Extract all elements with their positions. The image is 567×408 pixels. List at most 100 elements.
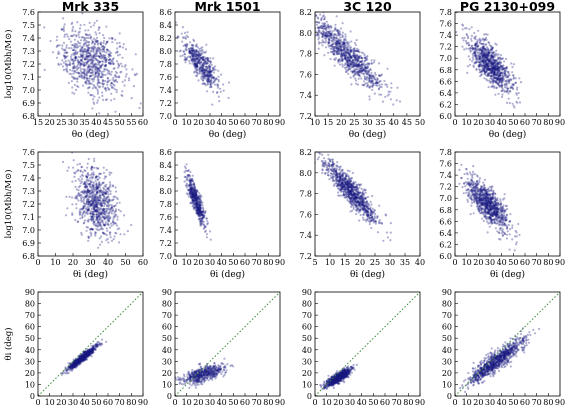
scatter-point [107, 189, 111, 192]
scatter-point [212, 66, 215, 69]
scatter-point [353, 63, 356, 66]
scatter-point [93, 157, 96, 160]
scatter-point [323, 147, 325, 149]
scatter-point [350, 187, 353, 190]
scatter-point [81, 52, 84, 55]
scatter-point [368, 63, 371, 66]
scatter-point [364, 70, 367, 73]
scatter-point [373, 76, 376, 79]
scatter-point [92, 186, 96, 189]
scatter-point [118, 241, 121, 244]
scatter-point [505, 83, 508, 86]
scatter-point [477, 61, 480, 64]
scatter-point [353, 198, 356, 201]
scatter-point [62, 25, 65, 28]
scatter-point [478, 63, 481, 66]
scatter-point [338, 172, 341, 175]
scatter-point [186, 174, 189, 177]
scatter-point [90, 55, 93, 59]
scatter-point [481, 70, 484, 73]
scatter-point [192, 196, 195, 199]
scatter-point [185, 49, 188, 52]
scatter-point [359, 194, 362, 197]
scatter-point [341, 182, 344, 185]
y-tick-label: 6.0 [439, 112, 452, 121]
scatter-point [202, 214, 205, 217]
scatter-point [114, 74, 117, 77]
scatter-point [79, 193, 82, 196]
scatter-point [85, 79, 88, 82]
scatter-point [107, 187, 110, 190]
scatter-point [86, 52, 89, 55]
scatter-point [372, 221, 376, 224]
scatter-point [481, 54, 484, 58]
scatter-point [362, 84, 365, 87]
x-axis-label: θo (deg) [349, 129, 387, 140]
scatter-point [328, 36, 331, 40]
scatter-point [489, 70, 492, 73]
scatter-point [195, 197, 198, 200]
y-tick-label: 7.4 [22, 34, 35, 43]
scatter-point [481, 54, 484, 58]
scatter-point [490, 53, 493, 56]
scatter-point [74, 51, 77, 54]
scatter-point [492, 66, 495, 69]
scatter-point [201, 210, 204, 214]
scatter-point [339, 173, 342, 176]
scatter-point [103, 57, 106, 61]
scatter-point [197, 52, 201, 55]
scatter-point [82, 182, 85, 186]
scatter-point [465, 41, 468, 45]
scatter-point [94, 40, 98, 44]
scatter-point [346, 60, 349, 63]
scatter-point [104, 56, 107, 59]
scatter-point [96, 218, 99, 222]
scatter-point [191, 199, 194, 202]
scatter-point [318, 42, 321, 45]
scatter-point [97, 221, 100, 224]
scatter-point [91, 47, 94, 51]
scatter-point [344, 46, 347, 50]
scatter-point [357, 64, 360, 67]
subplot-title: Mrk 335 [62, 0, 119, 14]
scatter-point [362, 68, 365, 71]
scatter-point [196, 211, 200, 214]
scatter-point [104, 217, 107, 220]
scatter-point [202, 72, 205, 75]
scatter-point [493, 76, 496, 80]
scatter-point [91, 65, 94, 69]
scatter-point [82, 191, 85, 195]
scatter-point [351, 62, 354, 65]
scatter-point [359, 55, 362, 58]
scatter-point [353, 199, 356, 202]
scatter-point [492, 80, 495, 83]
scatter-point [347, 62, 350, 65]
scatter-point [95, 201, 98, 204]
scatter-point [355, 65, 358, 68]
scatter-point [200, 65, 203, 68]
scatter-point [471, 44, 474, 47]
scatter-point [113, 205, 116, 208]
scatter-point [71, 180, 74, 183]
scatter-point [488, 79, 491, 82]
scatter-point [102, 186, 105, 189]
scatter-point [355, 55, 358, 58]
y-tick-label: 8.2 [159, 34, 172, 43]
scatter-point [124, 75, 127, 78]
scatter-point [477, 65, 481, 68]
scatter-point [478, 58, 481, 61]
scatter-point [92, 205, 96, 208]
scatter-point [197, 54, 200, 57]
scatter-point [345, 185, 348, 188]
scatter-point [77, 169, 80, 172]
scatter-point [364, 66, 367, 69]
scatter-point [350, 189, 354, 192]
scatter-point [188, 179, 191, 182]
scatter-point [491, 61, 494, 64]
scatter-point [97, 207, 100, 210]
scatter-point [96, 191, 99, 194]
scatter-point [108, 58, 111, 61]
scatter-point [486, 64, 489, 67]
scatter-point [83, 74, 86, 77]
scatter-point [484, 70, 487, 74]
